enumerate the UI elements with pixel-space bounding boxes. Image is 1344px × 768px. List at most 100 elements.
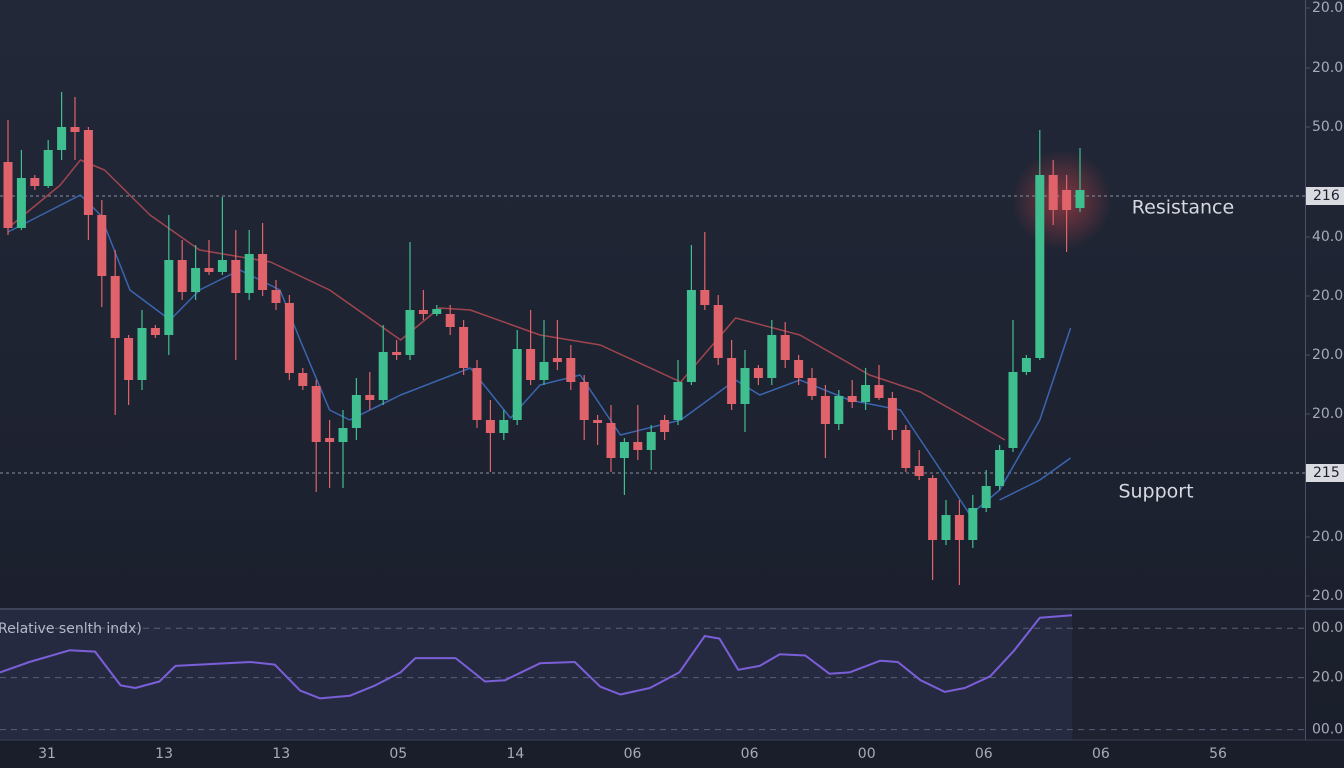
candle-body xyxy=(968,508,978,540)
candle-body xyxy=(392,352,402,355)
candle-body xyxy=(593,420,603,423)
x-tick-label: 56 xyxy=(1209,746,1227,762)
rsi-level-label: 20.0 xyxy=(1312,670,1343,686)
candle-body xyxy=(271,290,281,303)
candle-body xyxy=(1008,372,1018,448)
candle-body xyxy=(83,130,93,215)
candle-body xyxy=(204,268,214,272)
candle-body xyxy=(727,358,737,404)
y-tick-label: 40.0 xyxy=(1312,229,1343,245)
y-tick-label: 20.0 xyxy=(1312,529,1343,545)
candle-body xyxy=(124,338,134,380)
candle-body xyxy=(1021,358,1031,372)
candle-body xyxy=(539,362,549,380)
x-tick-label: 06 xyxy=(741,746,759,762)
candle-body xyxy=(445,314,455,327)
candle-body xyxy=(928,478,938,540)
rsi-pane xyxy=(0,610,1072,740)
candle-body xyxy=(552,358,562,362)
candle-body xyxy=(43,150,53,186)
candle-body xyxy=(767,335,777,378)
y-tick-label: 20.0 xyxy=(1312,60,1343,76)
candle-body xyxy=(1062,190,1072,210)
candle-body xyxy=(150,328,160,335)
candle-body xyxy=(1075,190,1085,208)
moving-average xyxy=(7,159,1006,441)
moving-average xyxy=(7,194,1072,516)
candle-body xyxy=(686,290,696,382)
candle-body xyxy=(311,386,321,442)
rsi-line xyxy=(0,614,1073,700)
candle-body xyxy=(981,486,991,508)
candle-body xyxy=(432,309,442,314)
candle-body xyxy=(887,398,897,430)
candle-body xyxy=(1048,175,1058,210)
candle-body xyxy=(834,396,844,424)
candle-body xyxy=(378,352,388,400)
candle-body xyxy=(459,327,469,368)
candle-body xyxy=(325,438,335,442)
y-tick-label: 20.0 xyxy=(1312,288,1343,304)
candle-body xyxy=(780,335,790,360)
candle-body xyxy=(941,515,951,540)
y-tick-label: 50.0 xyxy=(1312,119,1343,135)
x-tick-label: 06 xyxy=(1092,746,1110,762)
y-tick-label: 20.0 xyxy=(1312,0,1343,16)
candle-body xyxy=(97,215,107,276)
candle-body xyxy=(566,358,576,382)
candle-body xyxy=(700,290,710,305)
x-tick-label: 14 xyxy=(506,746,524,762)
candle-body xyxy=(954,515,964,540)
annotation: Resistance xyxy=(1132,197,1234,219)
candle-body xyxy=(110,276,120,338)
candle-body xyxy=(57,127,67,150)
candle-body xyxy=(713,305,723,358)
y-tick-label: 20.0 xyxy=(1312,406,1343,422)
candle-body xyxy=(660,420,670,432)
candle-body xyxy=(512,349,522,420)
candle-body xyxy=(499,420,509,433)
candle-body xyxy=(807,378,817,396)
candle-body xyxy=(861,385,871,402)
candle-body xyxy=(901,430,911,468)
candle-body xyxy=(418,310,428,314)
candle-body xyxy=(633,442,643,450)
x-tick-label: 00 xyxy=(858,746,876,762)
candle-body xyxy=(472,368,482,420)
candle-body xyxy=(740,368,750,404)
y-tick-label: 20.0 xyxy=(1312,347,1343,363)
candle-body xyxy=(164,260,174,335)
price-tag xyxy=(1306,187,1344,205)
candle-body xyxy=(3,162,13,228)
candle-body xyxy=(365,395,375,400)
candle-body xyxy=(847,396,857,402)
candle-body xyxy=(137,328,147,380)
candle-body xyxy=(351,395,361,428)
price-tag-label: 215 xyxy=(1313,465,1340,481)
candle-body xyxy=(191,268,201,292)
candle-body xyxy=(30,178,40,186)
candle-body xyxy=(258,254,268,290)
rsi-level-label: 00.0 xyxy=(1312,620,1343,636)
candle-body xyxy=(284,303,294,373)
candle-body xyxy=(526,349,536,380)
candle-body xyxy=(338,428,348,442)
candle-body xyxy=(820,396,830,424)
candle-body xyxy=(794,360,804,378)
rsi-level-label: 00.0 xyxy=(1312,722,1343,738)
x-tick-label: 06 xyxy=(624,746,642,762)
candle-body xyxy=(244,254,254,293)
candle-body xyxy=(995,450,1005,486)
x-tick-label: 13 xyxy=(272,746,290,762)
candle-body xyxy=(217,260,227,272)
x-tick-label: 05 xyxy=(389,746,407,762)
x-tick-label: 06 xyxy=(975,746,993,762)
candle-body xyxy=(606,423,616,458)
candle-body xyxy=(874,385,884,398)
candle-body xyxy=(914,466,924,476)
y-tick-label: 20.0 xyxy=(1312,588,1343,604)
x-tick-label: 13 xyxy=(155,746,173,762)
candle-body xyxy=(231,260,241,293)
